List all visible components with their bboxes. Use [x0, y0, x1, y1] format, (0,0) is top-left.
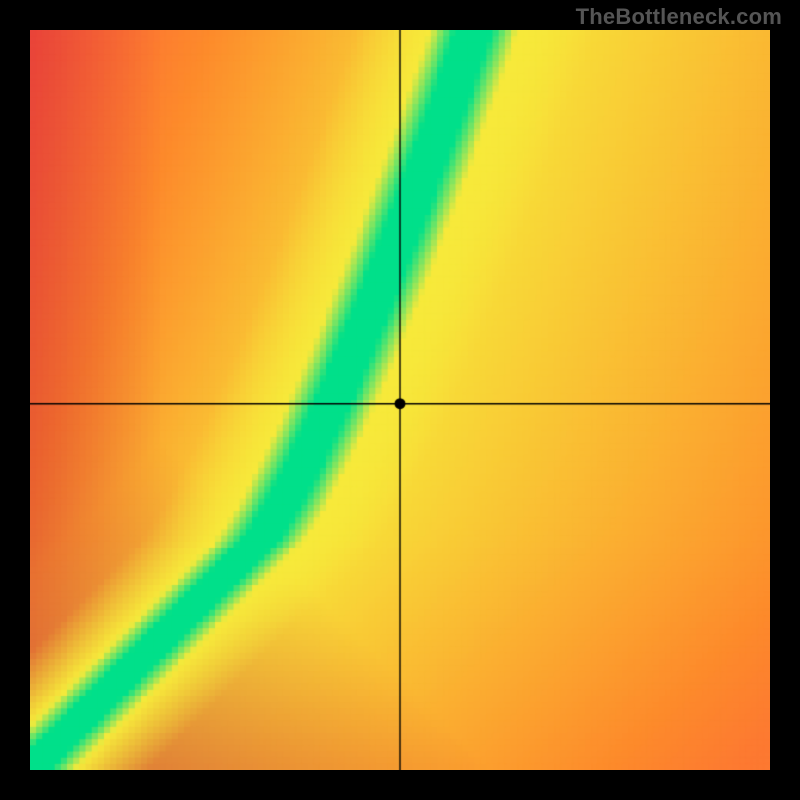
bottleneck-heatmap	[30, 30, 770, 770]
chart-container: { "watermark": { "text": "TheBottleneck.…	[0, 0, 800, 800]
watermark-text: TheBottleneck.com	[576, 4, 782, 30]
